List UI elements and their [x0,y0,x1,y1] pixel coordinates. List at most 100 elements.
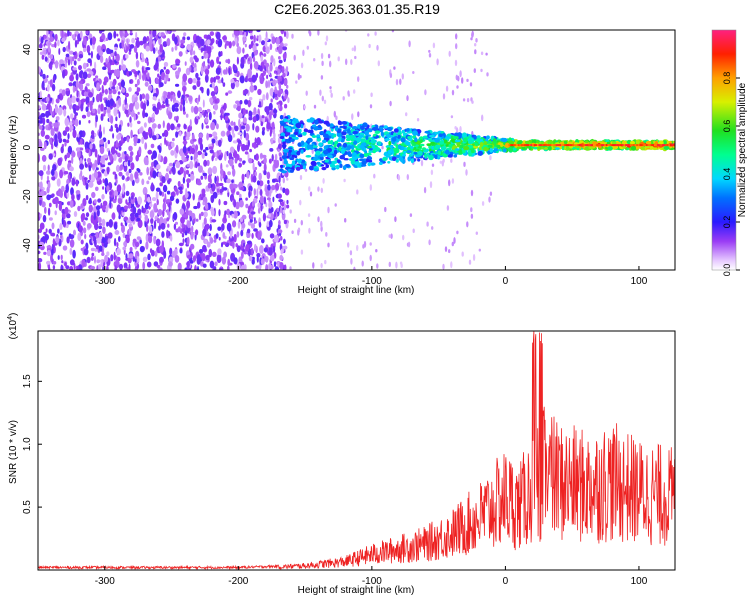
noise-point [89,197,92,204]
noise-point [147,85,153,92]
signal-point [407,156,412,162]
signal-peak [671,144,674,147]
signal-point [501,137,508,143]
signal-point [352,157,358,161]
faint-point [470,207,473,213]
noise-point [205,52,209,59]
noise-point [223,200,228,206]
signal-point [368,159,373,163]
noise-point [181,153,185,162]
signal-peak [517,144,520,147]
noise-point [165,69,170,75]
noise-point [252,116,257,123]
faint-point [406,174,409,180]
noise-point [256,188,259,197]
signal-point [367,145,372,149]
noise-point [282,187,286,194]
signal-point [339,125,345,129]
noise-point [88,120,91,124]
noise-point [50,63,53,71]
noise-point [175,131,179,138]
faint-point [302,49,305,56]
signal-point [283,160,288,165]
faint-point [376,44,379,51]
noise-point [221,256,227,265]
noise-point [156,164,161,170]
signal-point [395,158,399,163]
noise-point [97,154,100,163]
signal-point [517,140,522,145]
signal-point [453,154,458,158]
noise-point [232,63,236,71]
noise-point [91,134,95,139]
noise-point [119,84,122,90]
noise-point [46,103,51,110]
noise-point [85,195,89,201]
noise-point [175,221,178,225]
noise-point [191,225,194,233]
faint-point [369,184,372,191]
noise-point [125,190,130,196]
noise-point [98,222,103,226]
noise-point [207,167,213,176]
noise-point [122,246,127,251]
noise-point [91,191,96,199]
noise-point [99,55,104,63]
faint-point [375,249,378,253]
noise-point [217,226,222,231]
signal-point [306,144,313,150]
noise-point [64,262,67,267]
noise-point [174,255,180,263]
noise-point [142,103,147,111]
signal-point [345,138,351,142]
noise-point [153,203,158,212]
noise-point [253,34,256,43]
noise-point [123,262,128,269]
noise-point [48,228,52,234]
noise-point [270,138,273,145]
signal-peak [629,144,632,147]
noise-point [258,221,262,228]
noise-point [47,207,51,216]
noise-point [125,54,129,59]
faint-point [286,177,289,181]
noise-point [122,103,125,112]
noise-point [136,236,141,241]
noise-point [49,36,54,42]
faint-point [488,196,491,203]
signal-point [365,158,370,163]
noise-point [42,117,46,126]
noise-point [121,175,125,181]
signal-point [658,140,664,146]
noise-point [192,85,197,90]
noise-point [160,222,166,230]
signal-point [531,139,537,144]
signal-point [282,144,287,148]
noise-point [65,265,70,270]
noise-point [139,172,143,176]
noise-point [70,187,74,196]
noise-point [232,133,236,138]
noise-point [168,261,173,267]
noise-point [95,93,101,103]
noise-point [48,44,51,53]
signal-peak [569,144,571,147]
signal-point [331,166,336,171]
x-tick-label: 100 [631,576,648,587]
noise-point [225,67,228,75]
colorbar-tick-label: 0.2 [722,216,732,229]
noise-point [55,98,60,104]
signal-point [353,140,358,145]
noise-point [202,228,207,237]
noise-point [146,35,150,42]
noise-point [264,37,269,41]
signal-point [291,160,296,165]
noise-point [204,68,210,76]
noise-point [80,103,84,112]
signal-point [318,142,323,147]
noise-point [277,229,283,234]
signal-point [338,146,342,152]
noise-point [214,157,218,161]
noise-point [99,139,104,145]
faint-point [444,246,448,253]
